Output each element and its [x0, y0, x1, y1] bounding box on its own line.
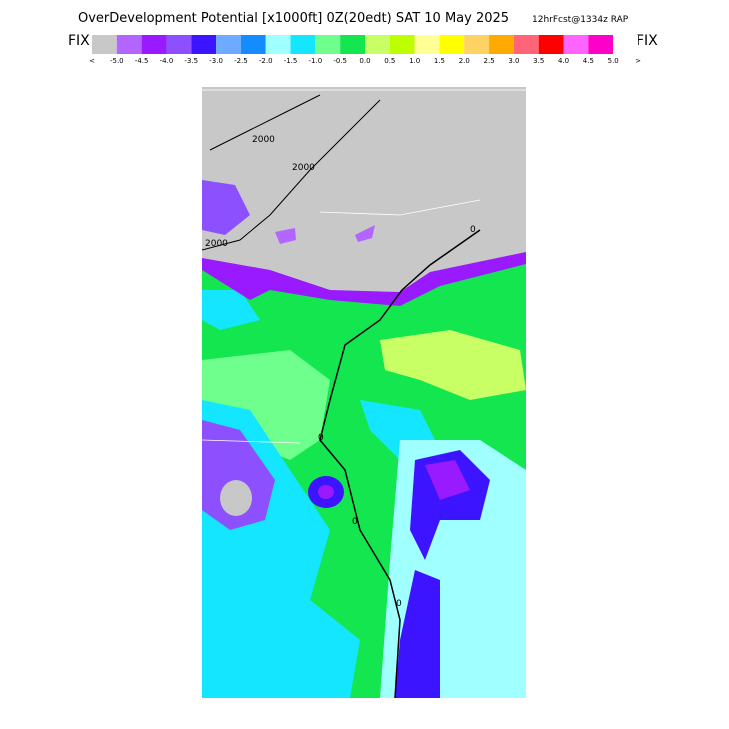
field-patch [202, 420, 275, 530]
colorbar-label: 4.5 [583, 57, 594, 65]
colorbar-label: 1.5 [434, 57, 445, 65]
colorbar-box [191, 35, 217, 54]
colorbar-box [116, 35, 142, 54]
colorbar-box [389, 35, 415, 54]
title: OverDevelopment Potential [x1000ft] 0Z(2… [78, 11, 509, 26]
colorbar-label: -3.5 [184, 57, 198, 65]
field-patch [425, 460, 470, 500]
colorbar-label: -3.0 [209, 57, 223, 65]
negative-strip [202, 252, 526, 306]
colorbar-box [290, 35, 316, 54]
height-contour [202, 99, 381, 251]
colorbar-box [464, 35, 490, 54]
colorbar-label: -5.0 [110, 57, 124, 65]
negative-patch [275, 228, 296, 244]
contour-label: 0 [470, 225, 476, 235]
colorbar: < -5.0 -4.5 -4.0 -3.5 -3.0 -2.5 -2.0 -1.5 -1.0 -0.… [89, 35, 641, 65]
colorbar-label: 2.0 [459, 57, 470, 65]
colorbar-label: 4.0 [558, 57, 569, 65]
colorbar-box [141, 35, 167, 54]
negative-patch [202, 180, 250, 235]
state-border [202, 89, 526, 444]
height-contour [209, 94, 321, 151]
gray-region [202, 87, 526, 300]
colorbar-box [513, 35, 539, 54]
colorbar-box [563, 35, 589, 54]
colorbar-label: < [89, 57, 95, 65]
colorbar-label: 3.5 [533, 57, 544, 65]
colorbar-label: -1.0 [309, 57, 323, 65]
colorbar-label: 1.0 [409, 57, 420, 65]
colorbar-label: 5.0 [608, 57, 619, 65]
field-patch [380, 330, 526, 400]
contour-label: 0 [396, 599, 402, 609]
colorbar-label: -4.0 [160, 57, 174, 65]
colorbar-box [240, 35, 266, 54]
colorbar-label: -0.5 [333, 57, 347, 65]
colorbar-box [166, 35, 192, 54]
field-patch [410, 450, 490, 560]
map: 2000 2000 2000 0 0 0 0 [202, 87, 526, 698]
colorbar-label: -4.5 [135, 57, 149, 65]
field-patch [395, 570, 440, 698]
colorbar-label: 2.5 [484, 57, 495, 65]
contour-label: 2000 [252, 135, 275, 145]
zero-contour [401, 229, 481, 291]
field-patch [202, 290, 260, 330]
colorbar-box [315, 35, 341, 54]
colorbar-box [439, 35, 465, 54]
colorbar-box [613, 35, 638, 54]
field-patch [318, 485, 334, 499]
contour-label: 2000 [292, 163, 315, 173]
colorbar-label: 0.5 [384, 57, 395, 65]
colorbar-box [265, 35, 291, 54]
field-patch [220, 480, 252, 516]
colorbar-label: 3.0 [508, 57, 519, 65]
legend-left: FIX [68, 33, 90, 49]
colorbar-box [489, 35, 514, 54]
colorbar-box [92, 35, 117, 54]
contour-label: 2000 [205, 239, 228, 249]
contour-label: 0 [318, 433, 324, 443]
colorbar-label: -2.0 [259, 57, 273, 65]
colorbar-box [414, 35, 440, 54]
colorbar-label: -1.5 [284, 57, 298, 65]
colorbar-label: -2.5 [234, 57, 248, 65]
colorbar-label: 0.0 [359, 57, 370, 65]
colorbar-box [340, 35, 365, 54]
colorbar-box [365, 35, 390, 54]
zero-contour [319, 289, 403, 698]
colorbar-label: > [635, 57, 641, 65]
colorbar-box [538, 35, 564, 54]
run-label: 12hrFcst@1334z RAP [532, 15, 629, 25]
colorbar-box [216, 35, 241, 54]
contour-label: 0 [352, 517, 358, 527]
negative-patch [355, 225, 375, 242]
colorbar-box [588, 35, 614, 54]
legend-right: FIX [636, 33, 658, 49]
